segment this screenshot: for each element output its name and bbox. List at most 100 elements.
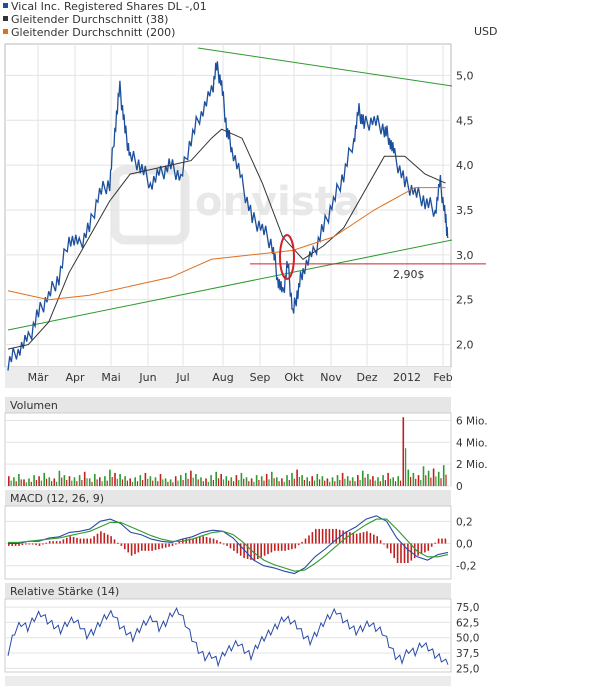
volume-bar [362, 470, 364, 486]
volume-bar [422, 466, 425, 486]
macd-histogram-bar [390, 543, 392, 554]
volume-bar [134, 477, 136, 486]
macd-histogram-bar [437, 538, 440, 544]
volume-bar [99, 477, 101, 486]
macd-histogram-bar [199, 537, 201, 544]
price-x-tick: Sep [250, 371, 271, 384]
volume-bar [53, 478, 56, 486]
macd-histogram-bar [297, 543, 300, 546]
volume-bar [349, 480, 351, 486]
volume-y-tick: 2 Mio. [456, 459, 488, 471]
volume-bar [220, 474, 222, 486]
volume-bar [331, 477, 334, 486]
macd-histogram-bar [171, 543, 174, 546]
macd-histogram-bar [11, 543, 13, 546]
volume-bar [61, 477, 63, 486]
volume-bar [71, 480, 73, 486]
macd-histogram-bar [304, 538, 307, 544]
volume-bar [35, 480, 37, 486]
volume-bar [417, 475, 420, 486]
volume-bar [106, 480, 108, 486]
volume-bar [40, 480, 42, 486]
volume-bar [63, 475, 66, 486]
volume-bar [83, 471, 86, 486]
macd-histogram-bar [151, 543, 153, 551]
price-x-tick: Dez [356, 371, 377, 384]
volume-bar [126, 480, 128, 486]
volume-bar [78, 475, 81, 486]
macd-histogram-bar [83, 538, 85, 544]
macd-frame [4, 505, 452, 580]
volume-bar [394, 481, 397, 486]
volume-bar [379, 481, 381, 486]
price-x-tick: Mai [101, 371, 120, 384]
price-series-ma200 [7, 187, 446, 301]
volume-bar [104, 476, 106, 486]
macd-histogram-bar [192, 538, 194, 544]
macd-histogram-bar [246, 543, 249, 559]
volume-bar [273, 478, 275, 486]
volume-bar [23, 479, 25, 486]
volume-bar [43, 472, 45, 486]
volume-bar [316, 474, 319, 486]
macd-histogram-bar [236, 543, 239, 554]
volume-bar [154, 477, 157, 486]
volume-bar [306, 477, 308, 486]
volume-bar [357, 475, 359, 486]
legend-label-price: Vical Inc. Registered Shares DL -,01 [11, 0, 207, 13]
volume-bar [81, 480, 83, 486]
macd-histogram-bar [239, 543, 242, 556]
volume-bar [410, 477, 412, 486]
macd-histogram-bar [287, 543, 290, 550]
volume-bar [207, 481, 209, 486]
volume-bar [245, 477, 248, 486]
macd-histogram-bar [154, 543, 157, 550]
volume-bar [374, 480, 376, 486]
macd-histogram-bar [45, 542, 48, 544]
price-series-price [7, 61, 449, 371]
macd-histogram-bar [76, 537, 78, 544]
volume-bar [389, 478, 391, 486]
volume-bar [164, 478, 167, 486]
volume-bar [354, 481, 356, 486]
volume-bar [415, 478, 417, 486]
macd-histogram-bar [383, 543, 385, 545]
volume-bar [339, 480, 341, 486]
macd-histogram-bar [407, 543, 409, 563]
macd-histogram-bar [359, 532, 361, 544]
macd-histogram-bar [52, 541, 54, 544]
macd-histogram-bar [130, 543, 133, 556]
volume-bar [91, 481, 93, 486]
macd-histogram-bar [315, 528, 317, 544]
volume-bar [359, 480, 361, 486]
volume-bar [169, 479, 172, 486]
volume-bar [94, 474, 96, 486]
volume-bar [263, 480, 265, 486]
price-x-tick: Feb [433, 371, 452, 384]
macd-histogram-bar [93, 536, 95, 544]
volume-bar [420, 480, 422, 486]
macd-histogram-bar [66, 537, 68, 544]
macd-histogram-bar [386, 543, 389, 549]
macd-histogram-bar [373, 534, 375, 544]
volume-bar [20, 479, 22, 486]
volume-bar [111, 477, 113, 486]
volume-bar [321, 476, 324, 486]
volume-bar [240, 472, 243, 486]
volume-bar [260, 476, 263, 486]
volume-bar [192, 477, 194, 486]
macd-histogram-bar [342, 530, 344, 544]
volume-bar [432, 468, 435, 486]
volume-bar [177, 480, 179, 486]
price-x-tick: Apr [65, 371, 85, 384]
resistance-trendline [197, 47, 453, 87]
macd-histogram-bar [229, 543, 232, 549]
macd-histogram-bar [48, 541, 51, 544]
volume-bar [377, 477, 379, 486]
volume-bar [367, 474, 369, 486]
volume-bar [392, 477, 394, 486]
macd-histogram-bar [164, 543, 167, 548]
macd-histogram-bar [335, 528, 337, 544]
volume-bar [255, 475, 258, 486]
